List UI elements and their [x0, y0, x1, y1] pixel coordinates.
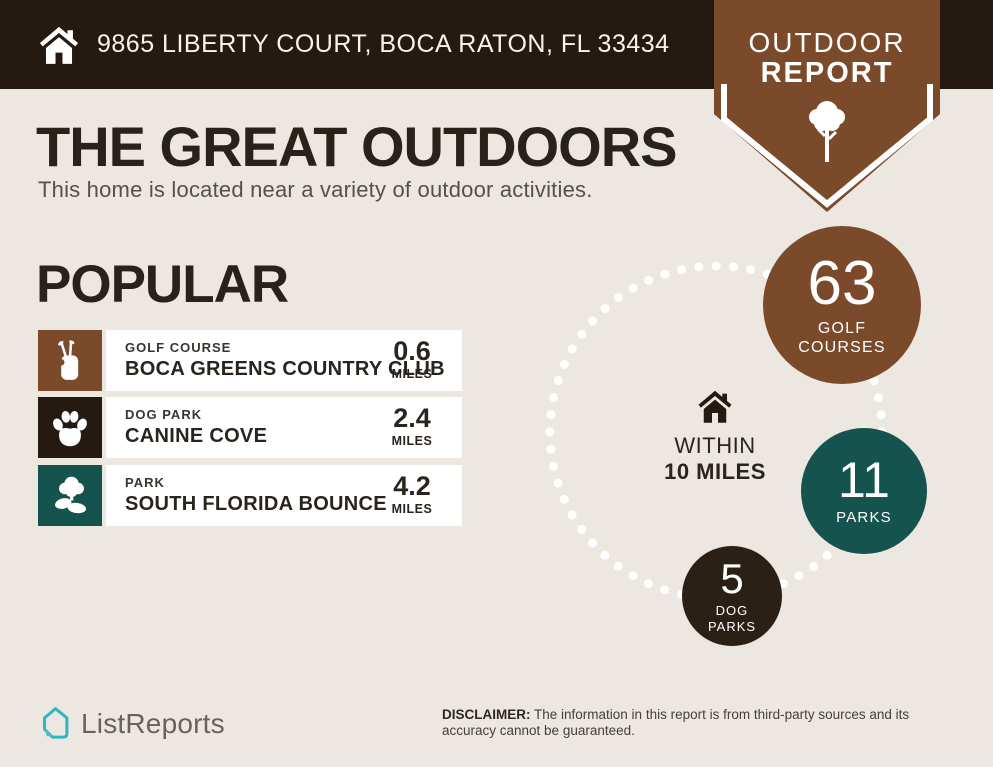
- poi-category: PARK: [125, 475, 165, 490]
- stat-label-line: PARKS: [836, 509, 892, 526]
- poi-name: BOCA GREENS COUNTRY CLUB: [125, 358, 445, 380]
- stat-label-line: COURSES: [798, 339, 886, 356]
- stat-label: PARKS: [836, 509, 892, 527]
- disclaimer-text: The information in this report is from t…: [442, 707, 910, 739]
- stat-circle-golf-courses: 63 GOLF COURSES: [763, 226, 921, 384]
- within-label: WITHIN: [674, 433, 756, 458]
- park-icon: [55, 476, 87, 513]
- poi-category: GOLF COURSE: [125, 340, 232, 355]
- disclaimer-label: DISCLAIMER:: [442, 707, 531, 722]
- distance-value: 0.6: [393, 336, 431, 366]
- paw-icon: [53, 410, 87, 446]
- listreports-logo-icon: [42, 707, 69, 739]
- dog-park-icon-tile: [38, 397, 102, 458]
- stat-value: 63: [807, 248, 877, 318]
- home-icon: [39, 26, 79, 64]
- poi-name: SOUTH FLORIDA BOUNCE: [125, 493, 387, 515]
- poi-name: CANINE COVE: [125, 425, 268, 447]
- golf-bag-icon: [57, 339, 79, 380]
- poi-text: PARK SOUTH FLORIDA BOUNCE: [125, 475, 387, 516]
- poi-distance: 0.6 MILES: [378, 336, 446, 381]
- home-icon: [698, 390, 732, 423]
- poi-row-park: PARK SOUTH FLORIDA BOUNCE 4.2 MILES: [38, 465, 462, 526]
- poi-card: DOG PARK CANINE COVE 2.4 MILES: [106, 397, 462, 458]
- distance-unit: MILES: [391, 433, 433, 448]
- poi-row-golf-course: GOLF COURSE BOCA GREENS COUNTRY CLUB 0.6…: [38, 330, 462, 391]
- page-title: THE GREAT OUTDOORS: [36, 115, 678, 178]
- badge-title-line1: OUTDOOR: [748, 27, 906, 58]
- poi-card: PARK SOUTH FLORIDA BOUNCE 4.2 MILES: [106, 465, 462, 526]
- tree-icon: [809, 101, 845, 162]
- stat-value: 11: [838, 452, 890, 508]
- poi-row-dog-park: DOG PARK CANINE COVE 2.4 MILES: [38, 397, 462, 458]
- badge-title-line2: REPORT: [760, 57, 894, 89]
- within-distance: 10 MILES: [664, 459, 766, 484]
- listreports-logo: ListReports: [38, 704, 225, 744]
- property-address: 9865 LIBERTY COURT, BOCA RATON, FL 33434: [97, 30, 670, 58]
- stat-label-line: PARKS: [707, 618, 757, 634]
- stat-label-line: DOG: [715, 602, 749, 618]
- distance-unit: MILES: [391, 366, 433, 381]
- stat-circle-parks: 11 PARKS: [801, 428, 927, 554]
- stat-label-line: GOLF: [817, 319, 867, 337]
- distance-value: 2.4: [393, 403, 431, 433]
- stat-value: 5: [720, 554, 744, 602]
- distance-value: 4.2: [393, 471, 431, 501]
- radius-center-label: WITHIN 10 MILES: [645, 386, 785, 485]
- poi-distance: 2.4 MILES: [378, 403, 446, 448]
- poi-text: DOG PARK CANINE COVE: [125, 407, 267, 448]
- popular-heading: POPULAR: [36, 255, 289, 314]
- golf-course-icon-tile: [38, 330, 102, 391]
- poi-text: GOLF COURSE BOCA GREENS COUNTRY CLUB: [125, 340, 445, 381]
- distance-unit: MILES: [391, 501, 433, 516]
- listreports-logo-text: ListReports: [81, 708, 225, 739]
- poi-category: DOG PARK: [125, 407, 203, 422]
- page-subtitle: This home is located near a variety of o…: [38, 177, 593, 202]
- stat-label: DOG PARKS: [708, 603, 756, 634]
- poi-card: GOLF COURSE BOCA GREENS COUNTRY CLUB 0.6…: [106, 330, 462, 391]
- stat-circle-dog-parks: 5 DOG PARKS: [682, 546, 782, 646]
- disclaimer: DISCLAIMER: The information in this repo…: [442, 707, 958, 740]
- park-icon-tile: [38, 465, 102, 526]
- outdoor-report-badge: OUTDOOR REPORT: [714, 0, 940, 214]
- stat-label: GOLF COURSES: [798, 319, 886, 357]
- poi-distance: 4.2 MILES: [378, 471, 446, 516]
